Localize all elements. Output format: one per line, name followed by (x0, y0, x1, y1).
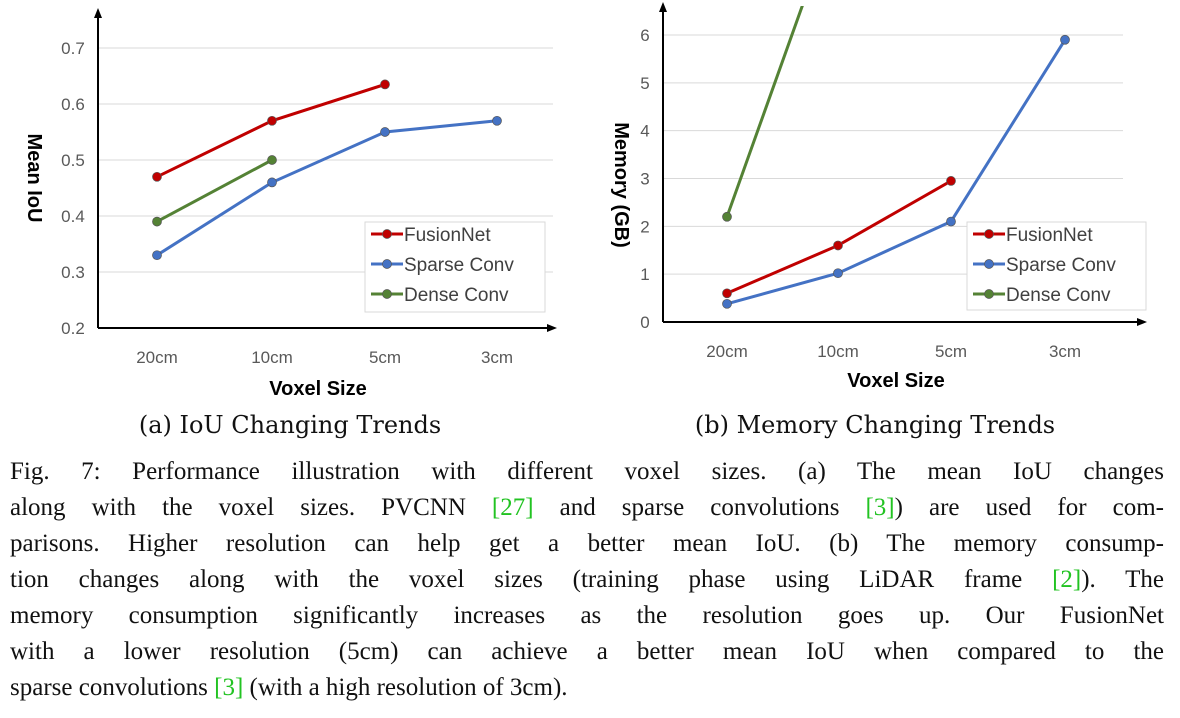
legend-label: Dense Conv (1006, 285, 1111, 306)
y-tick-label: 1 (640, 265, 649, 284)
caption-text: sparse convolutions (10, 674, 215, 701)
figure-caption: Fig. 7: Performance illustration with di… (10, 454, 1164, 706)
y-tick-label: 4 (640, 122, 649, 141)
legend-marker (984, 259, 994, 269)
citation-link[interactable]: [27] (491, 494, 534, 521)
series-fusionnet (722, 176, 956, 299)
data-point (833, 240, 843, 251)
x-tick-label: 10cm (817, 342, 859, 361)
y-axis-label: Memory (GB) (610, 122, 632, 248)
series-line (725, 6, 804, 218)
caption-text: ) are used for com- (894, 494, 1164, 521)
x-tick-label: 10cm (251, 348, 293, 367)
series-line (726, 38, 1067, 306)
series-fusionnet (152, 79, 390, 182)
y-tick-label: 3 (640, 170, 649, 189)
memory-chart: 0 1 2 3 4 5 6 20cm 10cm 5cm 3cm Voxel Size Memory (G… (610, 2, 1147, 392)
data-point (152, 250, 162, 261)
caption-text: parisons. Higher resolution can help get… (10, 530, 1164, 557)
legend-label: Sparse Conv (404, 255, 514, 276)
caption-line: memory consumption significantly increas… (10, 598, 1164, 634)
y-tick-label: 0.6 (61, 95, 85, 114)
y-tick-label: 2 (640, 217, 649, 236)
subcaption-a: (a) IoU Changing Trends (138, 411, 442, 439)
data-point (1060, 34, 1070, 45)
series-dense-conv (722, 6, 804, 222)
caption-line: Fig. 7: Performance illustration with di… (10, 454, 1164, 490)
data-point (722, 288, 732, 299)
x-tick-label: 5cm (369, 348, 401, 367)
caption-text: memory consumption significantly increas… (10, 602, 1164, 629)
citation-link[interactable]: [3] (865, 494, 895, 521)
figure-charts: 0.2 0.3 0.4 0.5 0.6 0.7 20cm 10cm 5cm 3cm Voxel Si… (23, 2, 1147, 400)
x-tick-label: 20cm (706, 342, 748, 361)
caption-line: along with the voxel sizes. PVCNN [27] a… (10, 490, 1164, 526)
subcaption-row: (a) IoU Changing Trends (b) Memory Chang… (0, 406, 1180, 446)
data-point (152, 216, 162, 227)
legend-marker (984, 289, 994, 299)
data-point (946, 216, 956, 227)
legend-marker (382, 289, 392, 299)
y-tick-label: 0.5 (61, 151, 85, 170)
caption-line: with a lower resolution (5cm) can achiev… (10, 634, 1164, 670)
data-point (152, 171, 162, 182)
legend-label: FusionNet (404, 225, 491, 246)
data-point (267, 155, 277, 165)
data-point (380, 79, 390, 90)
legend-box (966, 221, 1147, 311)
legend-marker (382, 229, 392, 239)
citation-link[interactable]: [2] (1052, 566, 1082, 593)
caption-text: along with the voxel sizes. PVCNN (10, 494, 492, 521)
data-point (267, 115, 277, 126)
data-point (380, 127, 390, 137)
data-point (833, 268, 843, 279)
x-tick-label: 3cm (481, 348, 513, 367)
y-axis-label: Mean IoU (23, 134, 45, 223)
x-axis-label: Voxel Size (269, 378, 366, 400)
subcaption-b: (b) Memory Changing Trends (694, 411, 1056, 439)
legend-box (364, 221, 546, 313)
y-tick-label: 0 (640, 313, 649, 332)
x-tick-label: 20cm (136, 348, 178, 367)
y-tick-label: 0.3 (61, 263, 85, 282)
y-tick-label: 0.2 (61, 319, 85, 338)
x-axis-arrow (547, 324, 557, 332)
caption-text: tion changes along with the voxel sizes … (10, 566, 1053, 593)
x-axis-arrow (1137, 318, 1147, 326)
caption-line: sparse convolutions [3] (with a high res… (10, 670, 1164, 706)
y-axis-arrow (94, 8, 102, 18)
series-sparse-conv (722, 34, 1070, 309)
data-point (267, 177, 277, 188)
caption-text: (with a high resolution of 3cm). (243, 674, 568, 701)
data-point (722, 298, 732, 309)
y-tick-label: 5 (640, 74, 649, 93)
legend-label: Sparse Conv (1006, 255, 1116, 276)
legend-marker (382, 259, 392, 269)
series-sparse-conv (152, 115, 502, 261)
y-tick-label: 0.4 (61, 207, 85, 226)
citation-link[interactable]: [3] (214, 674, 244, 701)
caption-line: parisons. Higher resolution can help get… (10, 526, 1164, 562)
x-axis-label: Voxel Size (847, 370, 944, 392)
caption-text: Fig. 7: Performance illustration with di… (10, 458, 1164, 485)
legend-label: FusionNet (1006, 225, 1093, 246)
caption-text: and sparse convolutions (533, 494, 866, 521)
series-line (156, 158, 273, 223)
x-tick-label: 3cm (1049, 342, 1081, 361)
series-line (156, 119, 498, 257)
caption-line: tion changes along with the voxel sizes … (10, 562, 1164, 598)
y-tick-label: 6 (640, 26, 649, 45)
data-point (722, 211, 732, 222)
caption-text: ). The (1081, 566, 1165, 593)
iou-chart: 0.2 0.3 0.4 0.5 0.6 0.7 20cm 10cm 5cm 3cm Voxel Si… (23, 8, 557, 400)
data-point (492, 115, 502, 126)
caption-text: with a lower resolution (5cm) can achiev… (10, 638, 1164, 665)
legend-label: Dense Conv (404, 285, 509, 306)
x-tick-label: 5cm (935, 342, 967, 361)
series-dense-conv (152, 155, 277, 227)
y-axis-arrow (659, 2, 667, 12)
data-point (946, 176, 956, 186)
legend-marker (984, 229, 994, 239)
y-tick-label: 0.7 (61, 39, 85, 58)
